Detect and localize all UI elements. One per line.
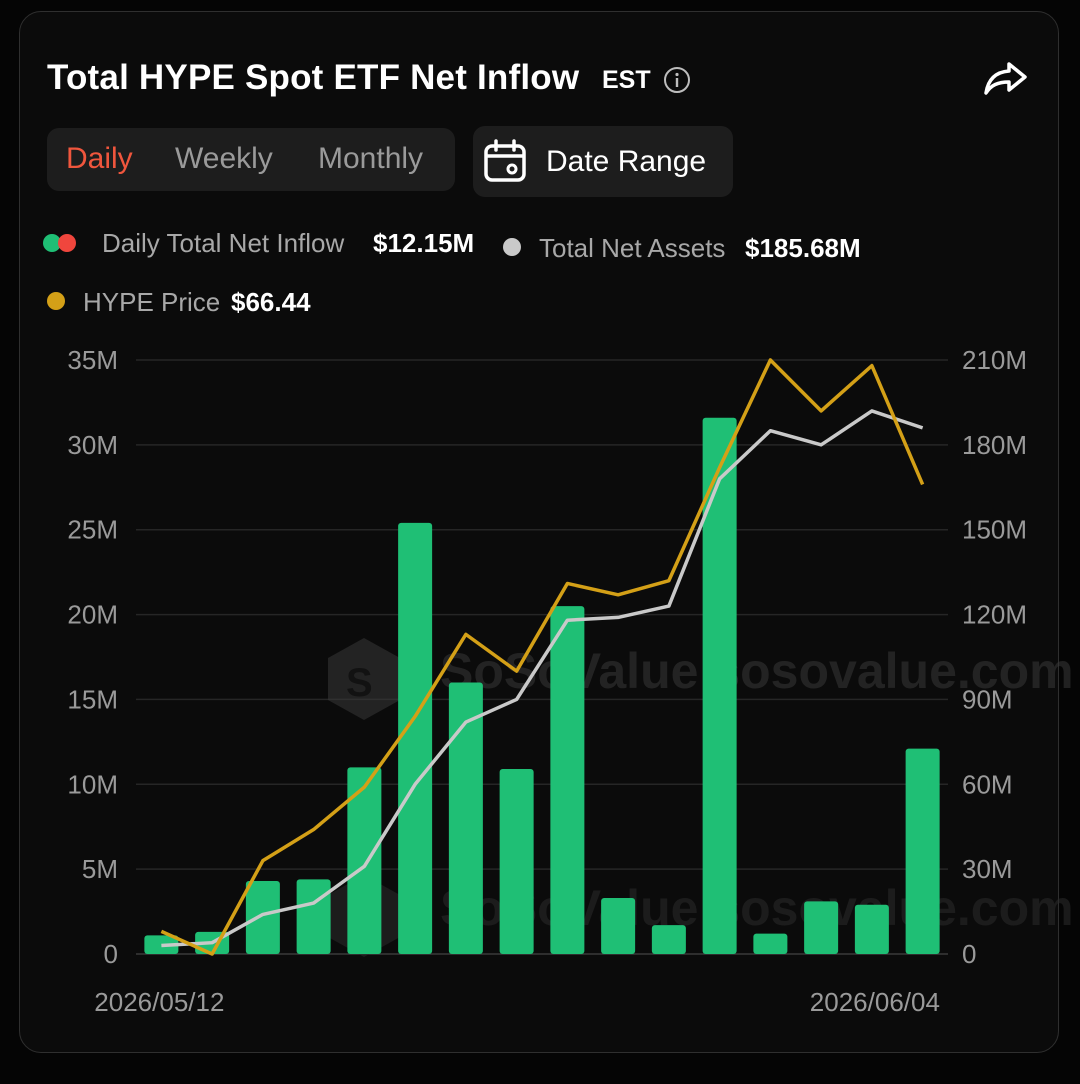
legend-inflow-negative-dot bbox=[58, 234, 76, 252]
date-range-label: Date Range bbox=[546, 145, 707, 178]
tab-weekly[interactable]: Weekly bbox=[175, 142, 273, 175]
legend-price-value: $66.44 bbox=[231, 287, 311, 317]
legend-assets-value: $185.68M bbox=[745, 233, 861, 263]
info-circle-icon[interactable] bbox=[663, 66, 691, 94]
legend-inflow-label: Daily Total Net Inflow bbox=[102, 228, 345, 258]
share-arrow-icon[interactable] bbox=[983, 58, 1029, 98]
legend-inflow-positive-dot bbox=[43, 234, 61, 252]
tab-monthly[interactable]: Monthly bbox=[318, 142, 424, 175]
period-toggle: Daily Weekly Monthly bbox=[47, 128, 455, 191]
legend-assets-label: Total Net Assets bbox=[539, 233, 726, 263]
timezone-label: EST bbox=[602, 66, 651, 94]
legend-price-label: HYPE Price bbox=[83, 287, 221, 317]
chart-title: Total HYPE Spot ETF Net Inflow bbox=[47, 58, 580, 97]
date-range-button[interactable]: Date Range bbox=[473, 126, 733, 197]
calendar-icon bbox=[484, 139, 526, 182]
tab-daily[interactable]: Daily bbox=[66, 142, 133, 175]
legend-inflow-value: $12.15M bbox=[373, 228, 475, 258]
legend-price-dot bbox=[47, 292, 65, 310]
legend-assets-dot bbox=[503, 238, 521, 256]
